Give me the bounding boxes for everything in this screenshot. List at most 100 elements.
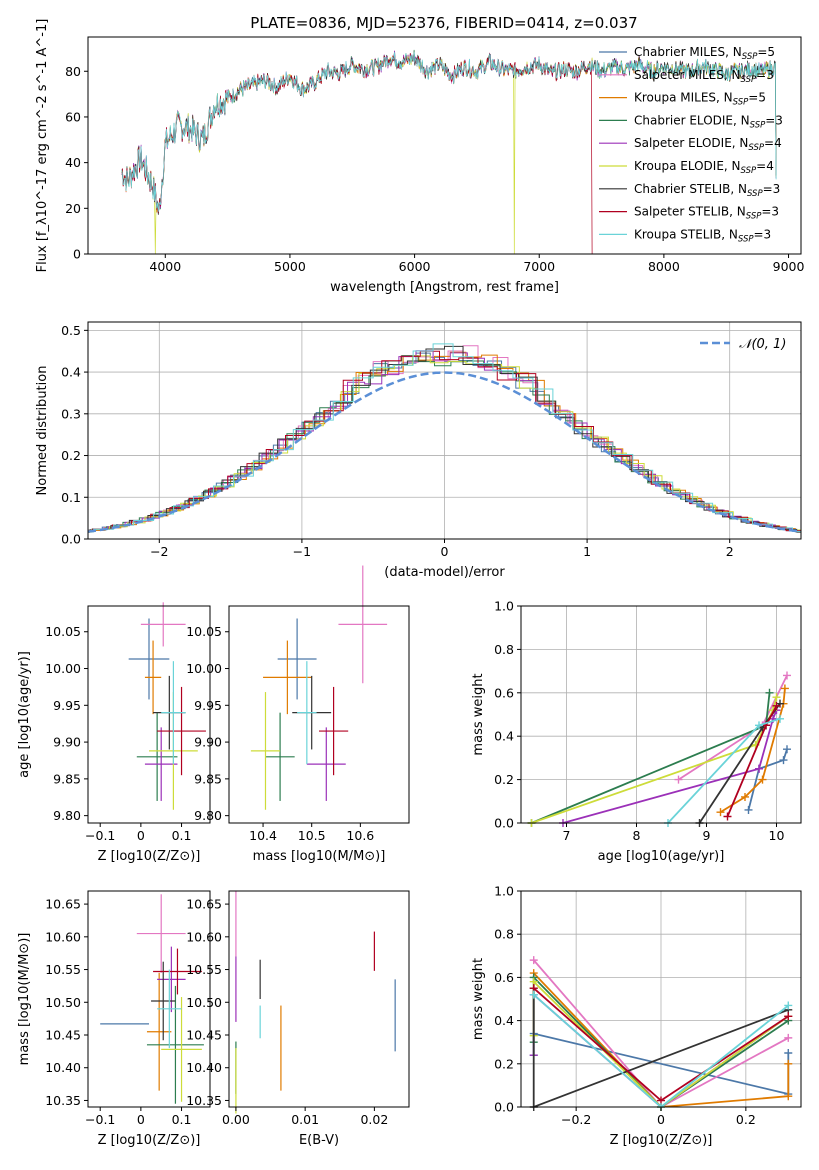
weight_vs_age-ytick-label: 0.8 — [494, 642, 514, 657]
age_vs_Z-ytick-label: 10.05 — [45, 624, 81, 639]
mass_vs_EBV-ytick-label: 10.35 — [186, 1093, 222, 1108]
residuals-xtick-label: 2 — [726, 544, 734, 559]
mass_vs_EBV-xtick-label: 0.01 — [291, 1112, 319, 1127]
weight_vs_Z-ytick-label: 0.8 — [494, 927, 514, 942]
spectrum-plot-area — [121, 49, 777, 255]
mass_vs_EBV-xtick-label: 0.02 — [360, 1112, 388, 1127]
legend-label: Kroupa ELODIE, NSSP=4 — [634, 159, 774, 176]
residuals-ytick-label: 0.1 — [61, 490, 81, 505]
mass_vs_Z-xtick-label: 0 — [137, 1112, 145, 1127]
weight_vs_age-marker-2 — [780, 684, 789, 693]
weight_vs_age-ytick-label: 0.6 — [494, 685, 514, 700]
mass_vs_Z-ylabel: mass [log10(M/M⊙)] — [17, 933, 32, 1066]
residuals-xtick-label: 1 — [583, 544, 591, 559]
weight_vs_age-xtick-label: 8 — [633, 828, 641, 843]
weight_vs_Z-marker-8 — [529, 990, 538, 999]
weight_vs_Z-xlabel: Z [log10(Z/Z⊙)] — [610, 1133, 713, 1148]
residuals-plot-area — [87, 343, 801, 533]
residuals-xtick-label: −2 — [150, 544, 168, 559]
age_vs_Z-plot-area — [128, 602, 206, 810]
weight_vs_Z-marker-1 — [529, 956, 538, 965]
mass_vs_Z-ytick-label: 10.55 — [45, 962, 81, 977]
legend-label: Salpeter MILES, NSSP=3 — [634, 68, 774, 85]
mass_vs_Z-plot-area — [100, 894, 204, 1104]
weight_vs_age-series-4 — [562, 709, 778, 824]
weight_vs_age-ytick-label: 0.2 — [494, 772, 514, 787]
weight_vs_age-marker-7 — [772, 701, 781, 710]
age_vs_mass-plot-area — [250, 565, 388, 810]
mass_vs_Z-frame — [87, 890, 211, 1108]
normal-reference-curve — [87, 371, 799, 533]
weight_vs_age-panel: 7 8 9 10 0.0 0.2 0.4 0.6 0.8 1.0 age [log10(age/yr… — [471, 599, 802, 864]
weight_vs_age-marker-8 — [755, 721, 763, 730]
mass_vs_Z-ytick-label: 10.65 — [45, 897, 81, 912]
mass_vs_Z-ytick-label: 10.45 — [45, 1028, 81, 1043]
mass_vs_EBV-xlabel: E(B-V) — [299, 1133, 339, 1148]
mass_vs_EBV-ytick-label: 10.55 — [186, 962, 222, 977]
mass_vs_Z-panel: −0.1 0 0.1 10.35 10.40 10.45 10.50 10.55 10.60 10… — [17, 890, 211, 1148]
weight_vs_age-marker-2 — [741, 792, 749, 801]
spectrum-xtick-label: 5000 — [274, 259, 306, 274]
age_vs_mass-ytick-label: 9.85 — [194, 771, 222, 786]
weight_vs_age-plot-area — [527, 671, 791, 827]
mass_vs_Z-xtick-label: −0.1 — [85, 1112, 115, 1127]
weight_vs_age-marker-4 — [755, 764, 763, 773]
weight_vs_age-xlabel: age [log10(age/yr)] — [598, 849, 725, 864]
legend-label: Salpeter ELODIE, NSSP=4 — [634, 136, 782, 153]
weight_vs_age-marker-7 — [723, 812, 732, 821]
legend-label: Salpeter STELIB, NSSP=3 — [634, 205, 779, 222]
spectrum-line-7 — [121, 53, 777, 255]
residuals-panel: −2 −1 0 1 2 0.0 0.1 0.2 0.3 0.4 0.5 (data-model)/er… — [35, 321, 802, 580]
spectrum-line-5 — [121, 54, 777, 255]
weight_vs_age-marker-8 — [776, 714, 784, 723]
spectrum-ytick-label: 80 — [65, 64, 81, 79]
spectrum-xtick-label: 9000 — [773, 259, 805, 274]
mass_vs_EBV-ytick-label: 10.40 — [186, 1060, 222, 1075]
mass_vs_EBV-panel: 0.00 0.01 0.02 10.35 10.40 10.45 10.50 10.55 10.… — [186, 890, 410, 1148]
weight_vs_age-xtick-label: 10 — [769, 828, 785, 843]
spectrum-xlabel: wavelength [Angstrom, rest frame] — [330, 280, 559, 295]
residuals-xlabel: (data-model)/error — [384, 565, 505, 580]
age_vs_mass-xtick-label: 10.4 — [249, 828, 277, 843]
weight_vs_age-xtick-label: 9 — [703, 828, 711, 843]
spectrum-xtick-label: 6000 — [399, 259, 431, 274]
mass_vs_Z-ytick-label: 10.35 — [45, 1093, 81, 1108]
weight_vs_Z-marker-1 — [784, 1033, 793, 1042]
weight_vs_age-marker-3 — [765, 688, 774, 697]
mass_vs_EBV-ytick-label: 10.65 — [186, 897, 222, 912]
age_vs_mass-ytick-label: 10.00 — [186, 661, 222, 676]
age_vs_Z-ytick-label: 9.90 — [53, 735, 81, 750]
weight_vs_age-ytick-label: 0.4 — [494, 729, 514, 744]
weight_vs_Z-ytick-label: 0.0 — [494, 1100, 514, 1115]
weight_vs_Z-xtick-label: 0.2 — [736, 1112, 756, 1127]
residuals-xtick-label: −1 — [293, 544, 311, 559]
weight_vs_age-marker-1 — [783, 671, 791, 680]
spectrum-line-8 — [121, 52, 777, 212]
residuals-ytick-label: 0.5 — [61, 323, 81, 338]
spectrum-ytick-label: 0 — [73, 247, 81, 262]
weight_vs_age-marker-0 — [779, 756, 788, 765]
weight_vs_age-xtick-label: 7 — [563, 828, 571, 843]
age_vs_mass-frame — [228, 605, 410, 824]
residuals-xtick-label: 0 — [441, 544, 449, 559]
weight_vs_Z-ylabel: mass weight — [471, 958, 486, 1040]
weight_vs_Z-ytick-label: 0.4 — [494, 1013, 514, 1028]
plots-layer: 4000 5000 6000 7000 8000 9000020406080wavelen… — [17, 19, 804, 1148]
weight_vs_Z-plot-area — [529, 956, 793, 1111]
weight_vs_age-marker-2 — [716, 808, 725, 817]
age_vs_Z-ylabel: age [log10(age/yr)] — [17, 651, 32, 778]
legend-label: Chabrier ELODIE, NSSP=3 — [634, 113, 783, 130]
age_vs_mass-xtick-label: 10.5 — [298, 828, 326, 843]
age_vs_mass-ytick-label: 9.80 — [194, 808, 222, 823]
weight_vs_Z-xtick-label: 0 — [657, 1112, 665, 1127]
residual-hist-3 — [88, 355, 801, 533]
mass_vs_EBV-ytick-label: 10.45 — [186, 1028, 222, 1043]
mass_vs_EBV-plot-area — [235, 891, 396, 1114]
age_vs_Z-xlabel: Z [log10(Z/Z⊙)] — [98, 849, 201, 864]
residuals-ytick-label: 0.3 — [61, 406, 81, 421]
age_vs_Z-ytick-label: 9.85 — [53, 771, 81, 786]
weight_vs_Z-marker-2 — [784, 1092, 793, 1101]
mass_vs_Z-ytick-label: 10.60 — [45, 929, 81, 944]
spectrum-ytick-label: 20 — [65, 201, 81, 216]
